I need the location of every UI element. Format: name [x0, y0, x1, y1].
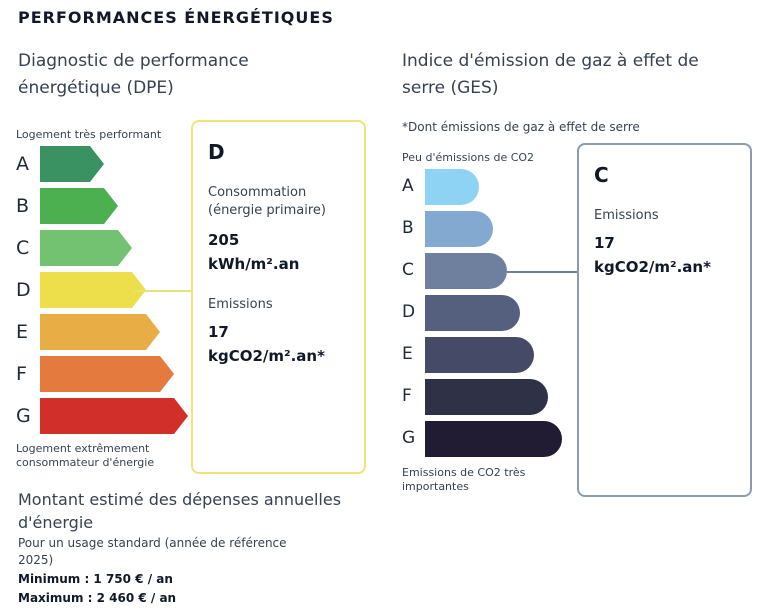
ges-connector-line: [507, 271, 578, 273]
ges-class-bar: [425, 295, 520, 331]
costs-title-line1: Montant estimé des dépenses annuelles: [18, 490, 342, 509]
ges-class-bar: [425, 337, 534, 373]
ges-scale: A B C D E F G: [400, 169, 575, 469]
costs-minimum: Minimum : 1 750 € / an: [18, 572, 173, 586]
dpe-consumption-label: Consommation (énergie primaire): [208, 184, 326, 220]
dpe-info-box: D Consommation (énergie primaire) 205 kW…: [191, 120, 366, 474]
costs-title: Montant estimé des dépenses annuelles d'…: [18, 488, 341, 534]
dpe-class-row: A: [14, 146, 189, 182]
dpe-class-row: C: [14, 230, 189, 266]
ges-rating-letter: C: [594, 163, 609, 187]
ges-bottom-caption-line1: Emissions de CO2 très: [402, 466, 526, 479]
ges-class-row: D: [400, 295, 575, 331]
dpe-class-letter: A: [16, 153, 29, 175]
ges-info-box: C Emissions 17 kgCO2/m².an*: [577, 143, 752, 497]
ges-bottom-caption-line2: importantes: [402, 480, 469, 493]
ges-emissions-label: Emissions: [594, 208, 659, 223]
dpe-class-letter: B: [16, 195, 30, 217]
dpe-rating-letter: D: [208, 140, 225, 164]
ges-class-letter: G: [402, 428, 416, 448]
ges-class-letter: D: [402, 302, 416, 322]
dpe-class-arrow: [40, 398, 188, 434]
dpe-class-letter: F: [16, 363, 27, 385]
ges-emissions-value: 17: [594, 234, 615, 252]
dpe-emissions: 17 kgCO2/m².an*: [208, 320, 325, 368]
dpe-consumption-label-line2: (énergie primaire): [208, 203, 326, 218]
dpe-emissions-unit: kgCO2/m².an*: [208, 347, 325, 365]
dpe-emissions-value: 17: [208, 323, 229, 341]
ges-class-row: E: [400, 337, 575, 373]
section-title: PERFORMANCES ÉNERGÉTIQUES: [18, 8, 334, 27]
ges-emissions: 17 kgCO2/m².an*: [594, 231, 711, 279]
dpe-class-arrow: [40, 356, 174, 392]
dpe-class-row: D: [14, 272, 189, 308]
ges-class-bar: [425, 421, 562, 457]
dpe-class-letter: C: [16, 237, 30, 259]
dpe-bottom-caption-line1: Logement extrêmement: [16, 442, 150, 455]
ges-emissions-unit: kgCO2/m².an*: [594, 258, 711, 276]
ges-class-row: G: [400, 421, 575, 457]
ges-class-row: B: [400, 211, 575, 247]
dpe-class-letter: D: [16, 279, 31, 301]
ges-top-caption: Peu d'émissions de CO2: [402, 151, 535, 164]
ges-class-row: C: [400, 253, 575, 289]
dpe-emissions-label: Emissions: [208, 297, 273, 312]
ges-class-letter: B: [402, 218, 414, 238]
dpe-bottom-caption-line2: consommateur d'énergie: [16, 456, 155, 469]
ges-class-letter: C: [402, 260, 414, 280]
ges-footnote: *Dont émissions de gaz à effet de serre: [402, 120, 640, 134]
dpe-class-arrow: [40, 230, 132, 266]
dpe-top-caption: Logement très performant: [16, 128, 162, 141]
dpe-consumption-label-line1: Consommation: [208, 185, 307, 200]
ges-title: Indice d'émission de gaz à effet de serr…: [402, 48, 699, 102]
ges-class-bar: [425, 253, 507, 289]
ges-class-bar: [425, 379, 548, 415]
dpe-consumption-unit: kWh/m².an: [208, 255, 300, 273]
dpe-class-arrow: [40, 272, 146, 308]
ges-class-letter: A: [402, 176, 414, 196]
dpe-class-row: G: [14, 398, 189, 434]
dpe-class-row: E: [14, 314, 189, 350]
ges-class-letter: F: [402, 386, 412, 406]
dpe-consumption: 205 kWh/m².an: [208, 228, 299, 276]
dpe-class-arrow: [40, 314, 160, 350]
costs-subtitle: Pour un usage standard (année de référen…: [18, 535, 287, 569]
ges-class-bar: [425, 169, 479, 205]
dpe-class-letter: G: [16, 405, 31, 427]
dpe-title-line2: énergétique (DPE): [18, 78, 174, 98]
costs-subtitle-line2: 2025): [18, 553, 54, 567]
costs-title-line2: d'énergie: [18, 513, 94, 532]
costs-subtitle-line1: Pour un usage standard (année de référen…: [18, 536, 287, 550]
ges-title-line1: Indice d'émission de gaz à effet de: [402, 51, 699, 71]
ges-class-letter: E: [402, 344, 413, 364]
ges-class-row: A: [400, 169, 575, 205]
dpe-title: Diagnostic de performance énergétique (D…: [18, 48, 249, 102]
costs-maximum: Maximum : 2 460 € / an: [18, 591, 177, 605]
dpe-class-arrow: [40, 146, 104, 182]
dpe-class-row: F: [14, 356, 189, 392]
dpe-class-row: B: [14, 188, 189, 224]
dpe-class-letter: E: [16, 321, 29, 343]
ges-bottom-caption: Emissions de CO2 très importantes: [402, 466, 525, 494]
dpe-connector-line: [134, 290, 192, 292]
dpe-bottom-caption: Logement extrêmement consommateur d'éner…: [16, 442, 154, 470]
ges-class-row: F: [400, 379, 575, 415]
dpe-title-line1: Diagnostic de performance: [18, 51, 249, 71]
ges-title-line2: serre (GES): [402, 78, 499, 98]
ges-class-bar: [425, 211, 493, 247]
dpe-consumption-value: 205: [208, 231, 240, 249]
dpe-class-arrow: [40, 188, 118, 224]
